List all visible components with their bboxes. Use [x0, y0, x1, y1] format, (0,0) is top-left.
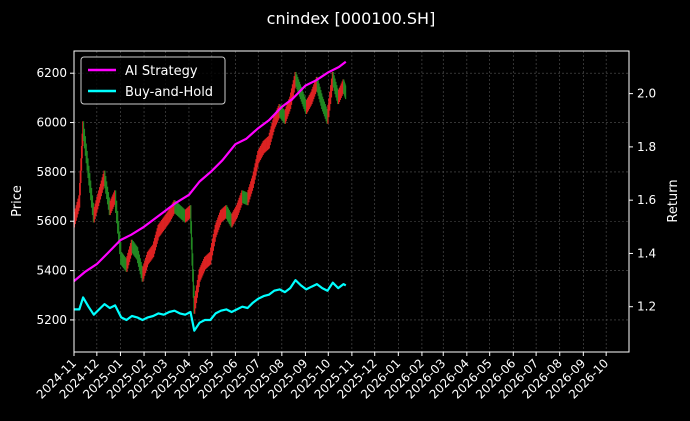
right-axis-ticks: 1.2 1.4 1.6 1.8 2.0 [629, 87, 656, 314]
y-tick-label: 5600 [36, 214, 67, 228]
series-line-1 [74, 279, 347, 332]
y2-tick-label: 1.6 [637, 193, 656, 207]
left-axis-ticks: 5200 5400 5600 5800 6000 6200 [36, 66, 74, 327]
y2-axis-label: Return [666, 179, 681, 222]
legend: AI Strategy Buy-and-Hold [80, 56, 226, 105]
y-tick-label: 5400 [36, 264, 67, 278]
y-tick-label: 5800 [36, 165, 67, 179]
y-axis-label: Price [10, 185, 25, 217]
chart-title: cnindex [000100.SH] [267, 9, 436, 28]
y2-tick-label: 1.4 [637, 246, 656, 260]
series-line-0 [73, 60, 347, 282]
y2-tick-label: 1.2 [637, 300, 656, 314]
legend-label-buy-and-hold: Buy-and-Hold [125, 85, 213, 100]
y-tick-label: 6200 [36, 66, 67, 80]
legend-box [80, 56, 226, 105]
legend-label-ai-strategy: AI Strategy [125, 64, 198, 79]
y2-tick-label: 2.0 [637, 87, 656, 101]
y-tick-label: 6000 [36, 116, 67, 130]
return-series [73, 60, 347, 332]
y-tick-label: 5200 [36, 313, 67, 327]
y2-tick-label: 1.8 [637, 140, 656, 154]
